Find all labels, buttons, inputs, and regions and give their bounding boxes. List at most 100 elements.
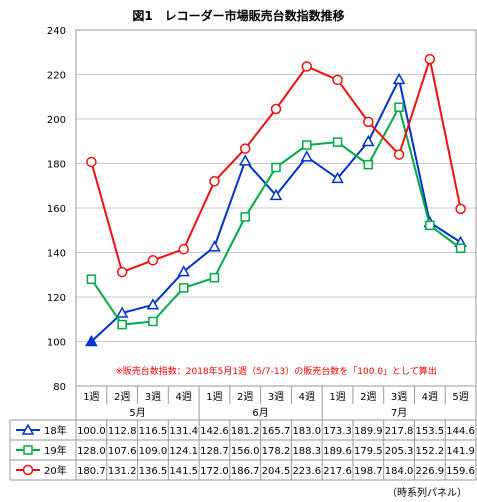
y-tick-label: 220 [47, 71, 66, 82]
data-label: 181.2 [231, 426, 260, 437]
data-label: 172.0 [200, 466, 229, 477]
data-point [177, 265, 190, 277]
data-point [394, 102, 404, 112]
x-tick-label: 3週 [391, 391, 407, 403]
data-point [86, 274, 97, 284]
legend-label: 19年 [44, 444, 67, 457]
legend-marker [21, 423, 35, 435]
data-label: 116.5 [139, 426, 168, 437]
data-label: 156.0 [231, 446, 260, 457]
month-label: 6月 [252, 407, 268, 419]
plot-area [75, 29, 477, 387]
data-point [148, 316, 158, 327]
data-label: 152.2 [416, 446, 445, 457]
data-label: 204.5 [262, 466, 291, 477]
x-tick-label: 1週 [329, 391, 345, 403]
data-label: 198.7 [354, 466, 383, 477]
chart-title: 図1 レコーダー市場販売台数指数推移 [132, 9, 345, 23]
legend-label: 20年 [44, 464, 67, 477]
data-point [146, 298, 160, 310]
data-label: 165.7 [262, 426, 291, 437]
y-tick-label: 140 [47, 249, 66, 260]
data-point [269, 188, 283, 201]
series-line-1 [90, 104, 462, 326]
x-tick-label: 3週 [145, 391, 161, 403]
x-tick-label: 2週 [114, 391, 130, 403]
data-point [178, 283, 189, 293]
data-point [115, 306, 129, 318]
data-point [332, 74, 343, 86]
data-label: 131.2 [108, 466, 137, 477]
data-point [270, 103, 282, 115]
x-tick-label: 4週 [176, 391, 192, 403]
x-tick-label: 2週 [237, 391, 253, 403]
x-tick-label: 4週 [299, 391, 315, 403]
data-label: 179.5 [354, 446, 383, 457]
data-point [117, 319, 127, 330]
data-point [271, 162, 281, 173]
source-label: （時系列パネル） [387, 488, 467, 499]
data-label: 131.4 [169, 426, 198, 437]
data-point [209, 272, 220, 283]
data-point [301, 61, 313, 72]
data-label: 107.6 [108, 446, 137, 457]
data-point [178, 243, 189, 255]
data-label: 226.9 [416, 466, 445, 477]
data-point [240, 212, 250, 222]
chart-note: ※販売台数指数：2018年5月1週（5/7-13）の販売台数を「100.0」とし… [115, 367, 437, 377]
data-label: 173.3 [323, 426, 352, 437]
x-tick-label: 5週 [452, 391, 468, 403]
data-label: 178.2 [262, 446, 291, 457]
data-point [300, 150, 314, 162]
data-label: 189.6 [323, 446, 352, 457]
y-tick-label: 100 [47, 338, 66, 349]
data-point [85, 334, 98, 347]
data-label: 142.6 [200, 426, 229, 437]
y-tick-label: 180 [47, 160, 66, 171]
data-label: 144.6 [446, 426, 475, 437]
data-point [116, 266, 128, 278]
data-point [363, 159, 374, 170]
data-point [455, 203, 466, 215]
data-label: 112.8 [108, 426, 137, 437]
data-label: 128.0 [77, 446, 106, 457]
data-point [239, 143, 251, 154]
data-point [147, 255, 159, 266]
data-label: 100.0 [77, 426, 106, 437]
x-tick-label: 1週 [206, 391, 222, 403]
data-label: 136.5 [139, 466, 168, 477]
data-label: 141.9 [446, 446, 475, 457]
data-point [302, 140, 312, 150]
y-tick-label: 200 [47, 115, 66, 126]
data-point [209, 176, 220, 187]
data-label: 159.6 [446, 466, 475, 477]
data-point [393, 149, 405, 160]
data-point [424, 53, 436, 65]
data-label: 124.1 [169, 446, 198, 457]
x-tick-label: 3週 [268, 391, 284, 403]
x-tick-label: 2週 [360, 391, 376, 403]
data-point [86, 156, 97, 168]
data-label: 188.3 [292, 446, 321, 457]
y-tick-label: 80 [53, 382, 66, 393]
data-point [455, 243, 466, 254]
data-label: 109.0 [139, 446, 168, 457]
data-label: 180.7 [77, 466, 106, 477]
month-label: 7月 [391, 407, 407, 419]
y-tick-label: 120 [47, 293, 66, 304]
data-point [208, 240, 221, 252]
x-tick-label: 4週 [422, 391, 438, 403]
data-label: 205.3 [385, 446, 414, 457]
data-point [392, 72, 406, 85]
data-point [362, 134, 375, 147]
x-tick-label: 1週 [83, 391, 99, 403]
data-label: 189.9 [354, 426, 383, 437]
data-label: 184.0 [385, 466, 414, 477]
data-label: 128.7 [200, 446, 229, 457]
data-point [331, 171, 344, 184]
data-label: 217.6 [323, 466, 352, 477]
data-point [238, 154, 252, 166]
data-label: 141.5 [169, 466, 198, 477]
legend-marker [23, 445, 33, 455]
